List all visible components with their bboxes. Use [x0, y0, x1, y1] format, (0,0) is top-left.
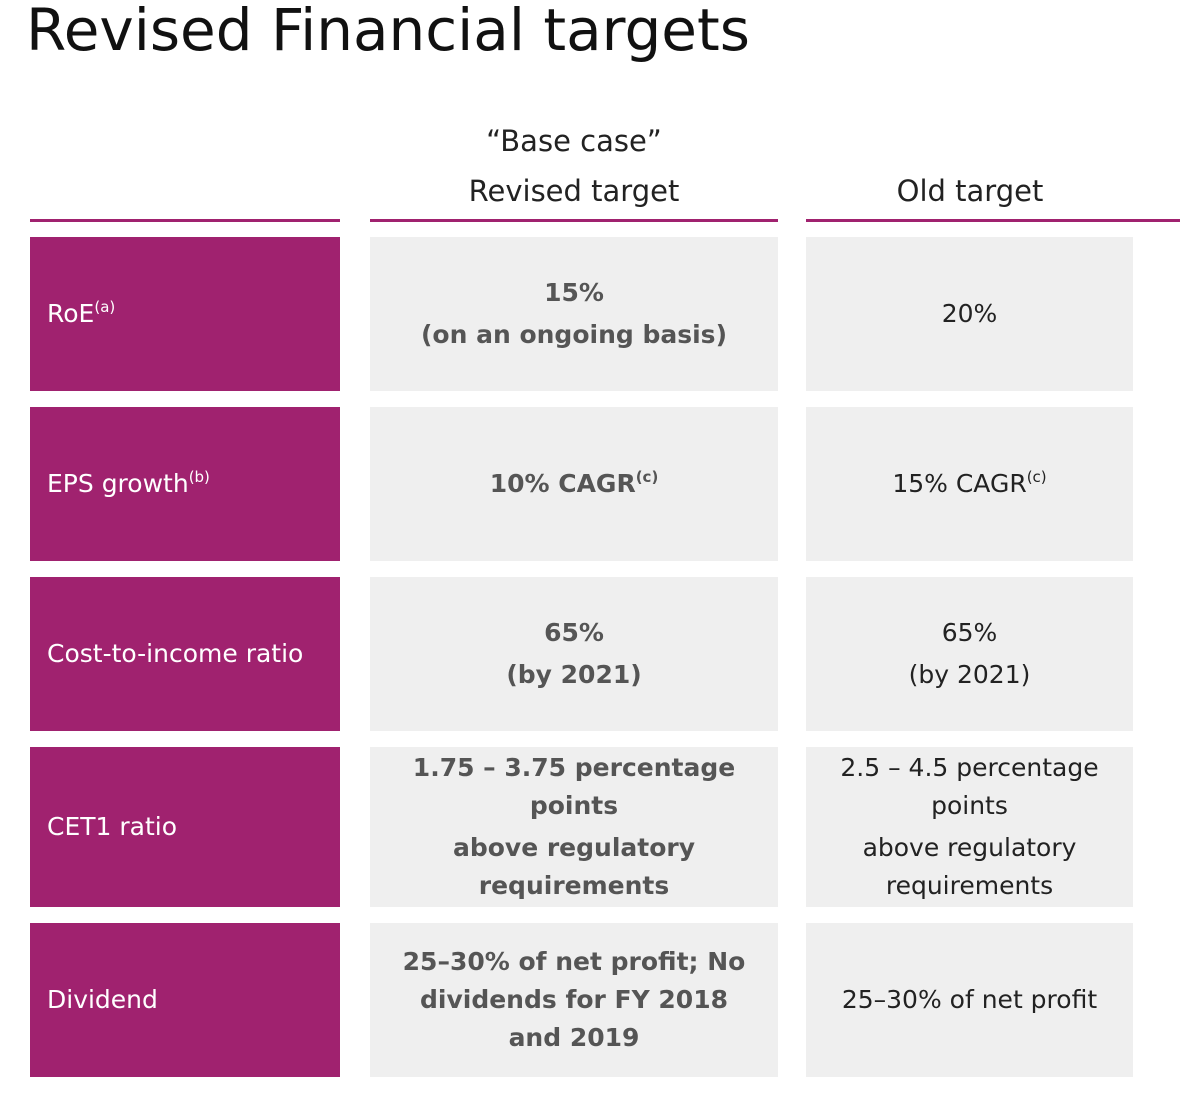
- text: Dividend: [47, 985, 158, 1014]
- old-cell: 20%: [806, 237, 1133, 391]
- text: (by 2021): [506, 660, 642, 689]
- footnote-ref: (a): [94, 298, 116, 316]
- column-header: Old target: [806, 166, 1134, 216]
- old-cell: 65% (by 2021): [806, 577, 1133, 731]
- header-line: Old target: [896, 174, 1044, 208]
- cell-text: (by 2021): [392, 656, 756, 694]
- header-rule: [30, 219, 340, 222]
- cell-text: 2.5 – 4.5 percentage points: [828, 749, 1111, 825]
- cell-text: Dividend: [47, 981, 340, 1019]
- text: 2.5 – 4.5 percentage points: [840, 753, 1099, 820]
- header-rule: [806, 219, 1180, 222]
- text: Cost-to-income ratio: [47, 639, 304, 668]
- label-cell: Cost-to-income ratio: [30, 577, 340, 731]
- footnote-ref: (b): [188, 468, 210, 486]
- header-rule: [370, 219, 778, 222]
- column-header: “Base case” Revised target: [370, 116, 778, 216]
- cell-text: 15%: [392, 274, 756, 312]
- cell-text: CET1 ratio: [47, 808, 340, 846]
- cell-text: Cost-to-income ratio: [47, 635, 340, 673]
- text: EPS growth: [47, 469, 189, 498]
- text: 25–30% of net profit; No dividends for F…: [402, 947, 746, 1052]
- text: 15% CAGR: [892, 469, 1027, 498]
- text: 10% CAGR: [489, 469, 636, 498]
- text: (on an ongoing basis): [420, 320, 727, 349]
- text: (by 2021): [908, 660, 1031, 689]
- revised-cell: 25–30% of net profit; No dividends for F…: [370, 923, 778, 1077]
- old-cell: 25–30% of net profit: [806, 923, 1133, 1077]
- footnote-ref: (c): [635, 468, 659, 486]
- cell-text: 65%: [392, 614, 756, 652]
- text: 65%: [941, 618, 998, 647]
- text: above regulatory requirements: [452, 833, 696, 900]
- cell-text: 65%: [828, 614, 1111, 652]
- cell-text: (by 2021): [828, 656, 1111, 694]
- cell-text: 1.75 – 3.75 percentage points: [392, 749, 756, 825]
- text: 1.75 – 3.75 percentage points: [412, 753, 736, 820]
- cell-text: 25–30% of net profit; No dividends for F…: [392, 943, 756, 1057]
- header-line: “Base case”: [486, 124, 662, 158]
- header-line: Revised target: [468, 174, 680, 208]
- footnote-ref: (c): [1026, 468, 1047, 486]
- text: 65%: [544, 618, 604, 647]
- revised-cell: 15% (on an ongoing basis): [370, 237, 778, 391]
- title: Revised Financial targets: [26, 0, 750, 64]
- text: 15%: [544, 278, 604, 307]
- cell-text: RoE(a): [47, 295, 340, 333]
- old-cell: 2.5 – 4.5 percentage points above regulat…: [806, 747, 1133, 907]
- cell-text: 10% CAGR(c): [392, 465, 756, 503]
- cell-text: 20%: [828, 295, 1111, 333]
- cell-text: above regulatory requirements: [392, 829, 756, 905]
- old-cell: 15% CAGR(c): [806, 407, 1133, 561]
- cell-text: EPS growth(b): [47, 465, 340, 503]
- text: CET1 ratio: [47, 812, 178, 841]
- text: RoE: [47, 299, 95, 328]
- cell-text: above regulatory requirements: [828, 829, 1111, 905]
- cell-text: 15% CAGR(c): [828, 465, 1111, 503]
- revised-cell: 1.75 – 3.75 percentage points above regul…: [370, 747, 778, 907]
- cell-text: (on an ongoing basis): [392, 316, 756, 354]
- label-cell: CET1 ratio: [30, 747, 340, 907]
- label-cell: EPS growth(b): [30, 407, 340, 561]
- label-cell: RoE(a): [30, 237, 340, 391]
- text: 20%: [941, 299, 998, 328]
- revised-cell: 65% (by 2021): [370, 577, 778, 731]
- revised-cell: 10% CAGR(c): [370, 407, 778, 561]
- text: 25–30% of net profit: [841, 985, 1098, 1014]
- cell-text: 25–30% of net profit: [828, 981, 1111, 1019]
- label-cell: Dividend: [30, 923, 340, 1077]
- text: above regulatory requirements: [862, 833, 1077, 900]
